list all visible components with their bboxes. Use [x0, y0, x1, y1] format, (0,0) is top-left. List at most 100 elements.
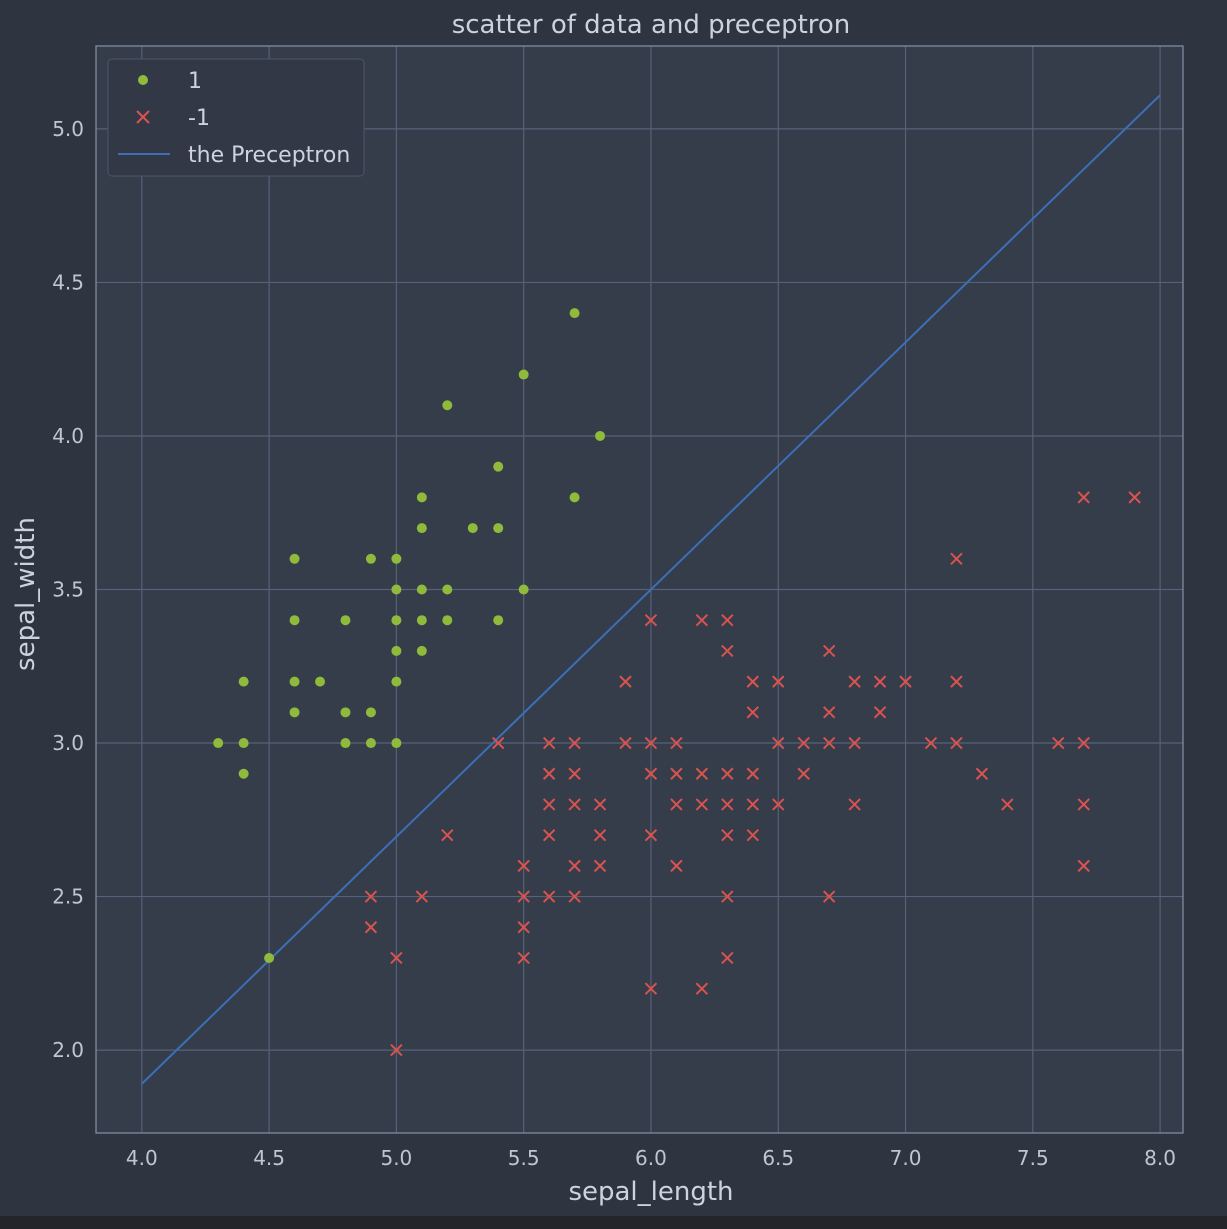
window-bottom-strip [0, 1216, 1227, 1229]
point-class-neg-1 [822, 706, 836, 719]
point-class-1 [416, 492, 427, 503]
point-class-neg-1 [746, 828, 759, 842]
point-class-neg-1 [746, 798, 759, 811]
point-class-1 [238, 738, 249, 749]
x-tick-label: 4.0 [126, 1146, 158, 1170]
point-class-neg-1 [415, 890, 429, 903]
point-class-neg-1 [1077, 491, 1090, 504]
point-class-1 [391, 584, 402, 595]
point-class-1 [416, 523, 427, 534]
x-tick-label: 4.5 [253, 1146, 285, 1170]
point-class-neg-1 [899, 675, 912, 688]
point-class-1 [289, 615, 300, 626]
grid-lines [96, 46, 1183, 1133]
x-tick-label: 6.0 [635, 1146, 667, 1170]
point-class-neg-1 [492, 736, 505, 750]
point-class-1 [315, 676, 326, 687]
point-class-1 [442, 584, 453, 595]
point-class-neg-1 [822, 736, 836, 750]
point-class-1 [289, 676, 300, 687]
line-series [141, 94, 1161, 1085]
point-class-neg-1 [619, 675, 632, 688]
point-class-neg-1 [542, 828, 556, 842]
point-class-1 [238, 676, 249, 687]
point-class-neg-1 [644, 982, 658, 995]
point-class-neg-1 [1077, 859, 1090, 873]
point-class-neg-1 [517, 951, 530, 965]
point-class-neg-1 [797, 736, 810, 750]
point-class-neg-1 [873, 706, 887, 719]
y-tick-label: 4.5 [52, 270, 84, 294]
point-class-neg-1 [746, 675, 759, 688]
point-class-neg-1 [568, 798, 581, 811]
plot-frame [95, 45, 1184, 1134]
point-series [213, 308, 1141, 1057]
point-class-neg-1 [772, 736, 785, 750]
x-axis-label: sepal_length [568, 1177, 733, 1207]
y-tick-label: 2.0 [52, 1038, 84, 1062]
point-class-1 [467, 523, 478, 534]
point-class-neg-1 [644, 736, 658, 750]
point-class-1 [289, 553, 300, 564]
point-class-1 [416, 645, 427, 656]
point-class-1 [595, 430, 606, 441]
legend-marker-class-1 [138, 75, 148, 85]
y-tick-label: 2.5 [52, 885, 84, 909]
point-class-1 [569, 308, 580, 319]
point-class-neg-1 [1052, 736, 1065, 750]
point-class-neg-1 [1077, 798, 1090, 811]
point-class-neg-1 [670, 859, 683, 873]
point-class-neg-1 [950, 736, 963, 750]
point-class-neg-1 [975, 767, 989, 780]
perceptron-line [141, 94, 1161, 1085]
point-class-neg-1 [568, 890, 581, 903]
point-class-1 [518, 584, 529, 595]
point-class-neg-1 [644, 767, 658, 780]
point-class-neg-1 [772, 675, 785, 688]
point-class-neg-1 [721, 890, 734, 903]
point-class-neg-1 [593, 859, 607, 873]
point-class-1 [493, 615, 504, 626]
y-tick-label: 3.5 [52, 578, 84, 602]
point-class-neg-1 [721, 644, 734, 658]
point-class-1 [518, 369, 529, 380]
point-class-1 [493, 523, 504, 534]
point-class-1 [391, 615, 402, 626]
point-class-neg-1 [364, 890, 378, 903]
point-class-neg-1 [721, 828, 734, 842]
point-class-neg-1 [721, 613, 734, 627]
point-class-neg-1 [644, 613, 658, 627]
x-tick-label: 7.0 [890, 1146, 922, 1170]
point-class-neg-1 [695, 767, 709, 780]
point-class-1 [340, 615, 351, 626]
point-class-neg-1 [924, 736, 938, 750]
point-class-neg-1 [746, 706, 759, 719]
point-class-neg-1 [822, 644, 836, 658]
point-class-neg-1 [1077, 736, 1090, 750]
point-class-neg-1 [390, 951, 403, 965]
point-class-neg-1 [1128, 491, 1141, 504]
x-tick-label: 7.5 [1017, 1146, 1049, 1170]
point-class-neg-1 [695, 982, 709, 995]
y-tick-label: 5.0 [52, 117, 84, 141]
point-class-1 [289, 707, 300, 718]
point-class-neg-1 [517, 859, 530, 873]
point-class-neg-1 [593, 798, 607, 811]
point-class-1 [442, 400, 453, 411]
x-tick-label: 5.0 [380, 1146, 412, 1170]
point-class-neg-1 [542, 798, 556, 811]
point-class-1 [416, 584, 427, 595]
y-axis-label: sepal_width [11, 517, 41, 671]
legend-label-class-neg-1: -1 [188, 106, 210, 131]
point-class-neg-1 [848, 798, 861, 811]
point-class-neg-1 [517, 921, 530, 934]
point-class-neg-1 [670, 767, 683, 780]
axis-ticks: 4.0 4.5 5.0 5.5 6.0 6.5 7.0 7.5 8.0 2.0 2.5 3.0 3.5 4… [52, 117, 1176, 1170]
y-tick-label: 4.0 [52, 424, 84, 448]
point-class-neg-1 [441, 828, 454, 842]
point-class-neg-1 [695, 798, 709, 811]
point-class-neg-1 [542, 767, 556, 780]
point-class-neg-1 [644, 828, 658, 842]
legend: 1 -1 the Preceptron [107, 58, 365, 177]
point-class-neg-1 [670, 798, 683, 811]
